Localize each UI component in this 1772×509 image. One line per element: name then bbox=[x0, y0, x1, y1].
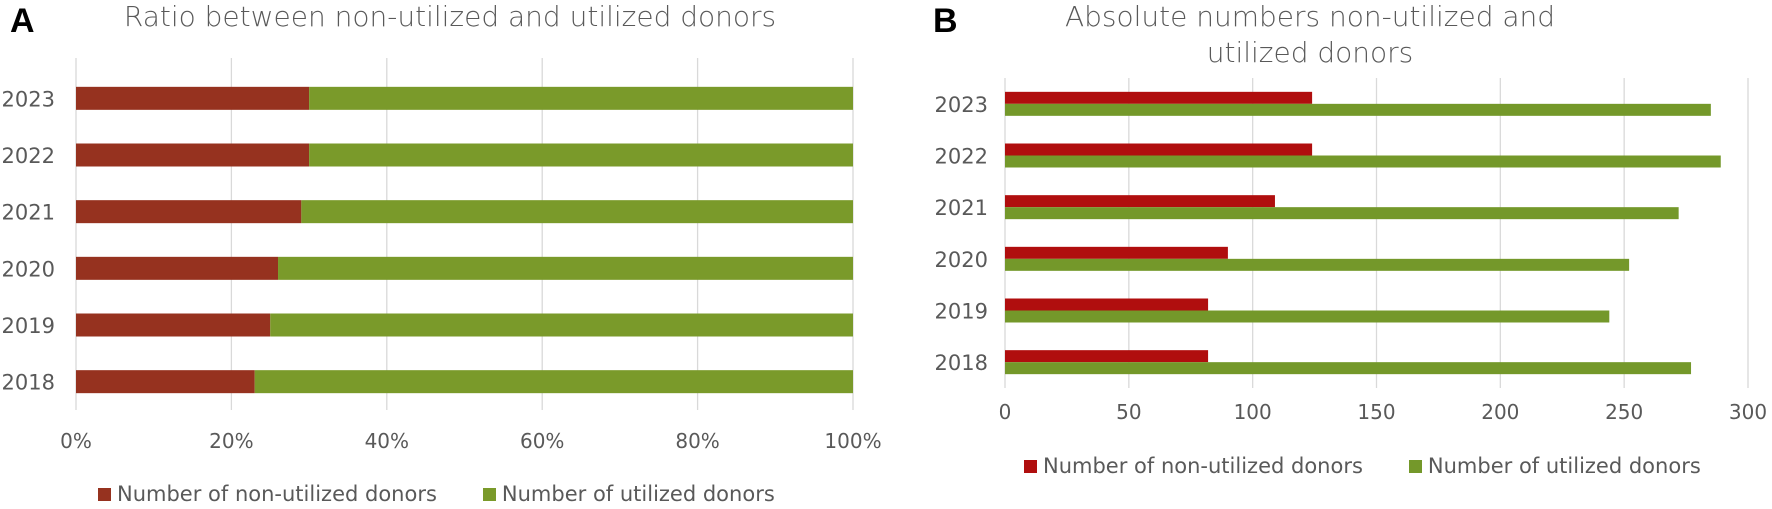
panel-label-b: B bbox=[933, 2, 958, 40]
x-tick-label-b: 100 bbox=[1234, 400, 1272, 424]
x-tick-label-b: 0 bbox=[999, 400, 1012, 424]
bar-b-non-utilized bbox=[1005, 195, 1275, 208]
legend-a-label-non-utilized: Number of non-utilized donors bbox=[117, 482, 437, 506]
bar-a-utilized bbox=[301, 200, 854, 224]
bar-a-utilized bbox=[309, 86, 854, 110]
chart-panel-b: B Absolute numbers non-utilized and util… bbox=[930, 0, 1772, 509]
legend-a-swatch-non-utilized bbox=[98, 487, 111, 501]
legend-b-item-non-utilized: Number of non-utilized donors bbox=[1024, 454, 1363, 478]
legend-a-item-utilized: Number of utilized donors bbox=[482, 482, 775, 506]
bar-b-utilized bbox=[1005, 310, 1610, 323]
legend-b-item-utilized: Number of utilized donors bbox=[1408, 454, 1701, 478]
y-category-label-b: 2023 bbox=[935, 93, 988, 117]
legend-b-swatch-utilized bbox=[1408, 459, 1422, 473]
legend-a: Number of non-utilized donors Number of … bbox=[98, 482, 821, 506]
bar-a-utilized bbox=[270, 313, 853, 337]
x-tick-label-b: 250 bbox=[1605, 400, 1643, 424]
bar-b-utilized bbox=[1005, 258, 1630, 271]
y-category-label-a: 2023 bbox=[2, 87, 55, 111]
legend-b-swatch-non-utilized bbox=[1024, 459, 1037, 473]
bar-b-utilized bbox=[1005, 155, 1721, 168]
bar-a-utilized bbox=[309, 143, 854, 167]
legend-b: Number of non-utilized donors Number of … bbox=[1024, 454, 1747, 478]
y-category-label-a: 2022 bbox=[2, 144, 55, 168]
bar-b-non-utilized bbox=[1005, 350, 1209, 363]
legend-b-label-utilized: Number of utilized donors bbox=[1427, 454, 1701, 478]
bar-b-non-utilized bbox=[1005, 143, 1313, 156]
bar-a-utilized bbox=[254, 370, 853, 394]
y-category-label-a: 2019 bbox=[2, 314, 55, 338]
x-tick-label-b: 300 bbox=[1729, 400, 1767, 424]
x-tick-label-a: 20% bbox=[209, 429, 253, 453]
chart-b-plot: 0 50 100 150 200 250 300 2023 2022 2021 2020 2019 20… bbox=[935, 78, 1767, 424]
bar-a-non-utilized bbox=[76, 256, 279, 280]
bar-b-utilized bbox=[1005, 103, 1711, 116]
bar-a-non-utilized bbox=[76, 143, 310, 167]
bar-a-non-utilized bbox=[76, 86, 310, 110]
x-tick-label-a: 40% bbox=[365, 429, 409, 453]
x-tick-label-a: 60% bbox=[520, 429, 564, 453]
y-category-label-b: 2021 bbox=[935, 196, 988, 220]
legend-a-item-non-utilized: Number of non-utilized donors bbox=[98, 482, 437, 506]
x-tick-label-a: 0% bbox=[60, 429, 92, 453]
x-tick-label-a: 100% bbox=[824, 429, 881, 453]
bar-b-utilized bbox=[1005, 362, 1692, 375]
bar-a-non-utilized bbox=[76, 200, 302, 224]
chart-title-b: Absolute numbers non-utilized and utiliz… bbox=[1064, 0, 1556, 69]
bar-b-non-utilized bbox=[1005, 246, 1228, 259]
x-tick-label-a: 80% bbox=[675, 429, 719, 453]
y-category-label-b: 2022 bbox=[935, 145, 988, 169]
y-category-label-b: 2019 bbox=[935, 300, 988, 324]
bar-b-non-utilized bbox=[1005, 298, 1209, 311]
chart-title-a: Ratio between non-utilized and utilized … bbox=[123, 0, 777, 33]
bar-a-utilized bbox=[278, 256, 853, 280]
y-category-label-a: 2020 bbox=[2, 257, 55, 281]
legend-a-label-utilized: Number of utilized donors bbox=[501, 482, 775, 506]
y-category-label-b: 2020 bbox=[935, 248, 988, 272]
bar-a-non-utilized bbox=[76, 313, 271, 337]
chart-a-plot: 0% 20% 40% 60% 80% 100% 2023 2022 2021 2020 2019 20… bbox=[2, 58, 882, 453]
y-category-label-a: 2018 bbox=[2, 371, 55, 395]
x-tick-label-b: 150 bbox=[1357, 400, 1395, 424]
legend-a-swatch-utilized bbox=[482, 487, 496, 501]
legend-b-label-non-utilized: Number of non-utilized donors bbox=[1043, 454, 1363, 478]
x-tick-label-b: 50 bbox=[1116, 400, 1141, 424]
x-tick-label-b: 200 bbox=[1481, 400, 1519, 424]
panel-label-a: A bbox=[10, 2, 35, 40]
bar-b-utilized bbox=[1005, 207, 1679, 220]
bar-a-non-utilized bbox=[76, 370, 255, 394]
y-category-label-b: 2018 bbox=[935, 351, 988, 375]
bar-b-non-utilized bbox=[1005, 91, 1313, 104]
y-category-label-a: 2021 bbox=[2, 201, 55, 225]
chart-panel-a: A Ratio between non-utilized and utilize… bbox=[2, 0, 882, 506]
